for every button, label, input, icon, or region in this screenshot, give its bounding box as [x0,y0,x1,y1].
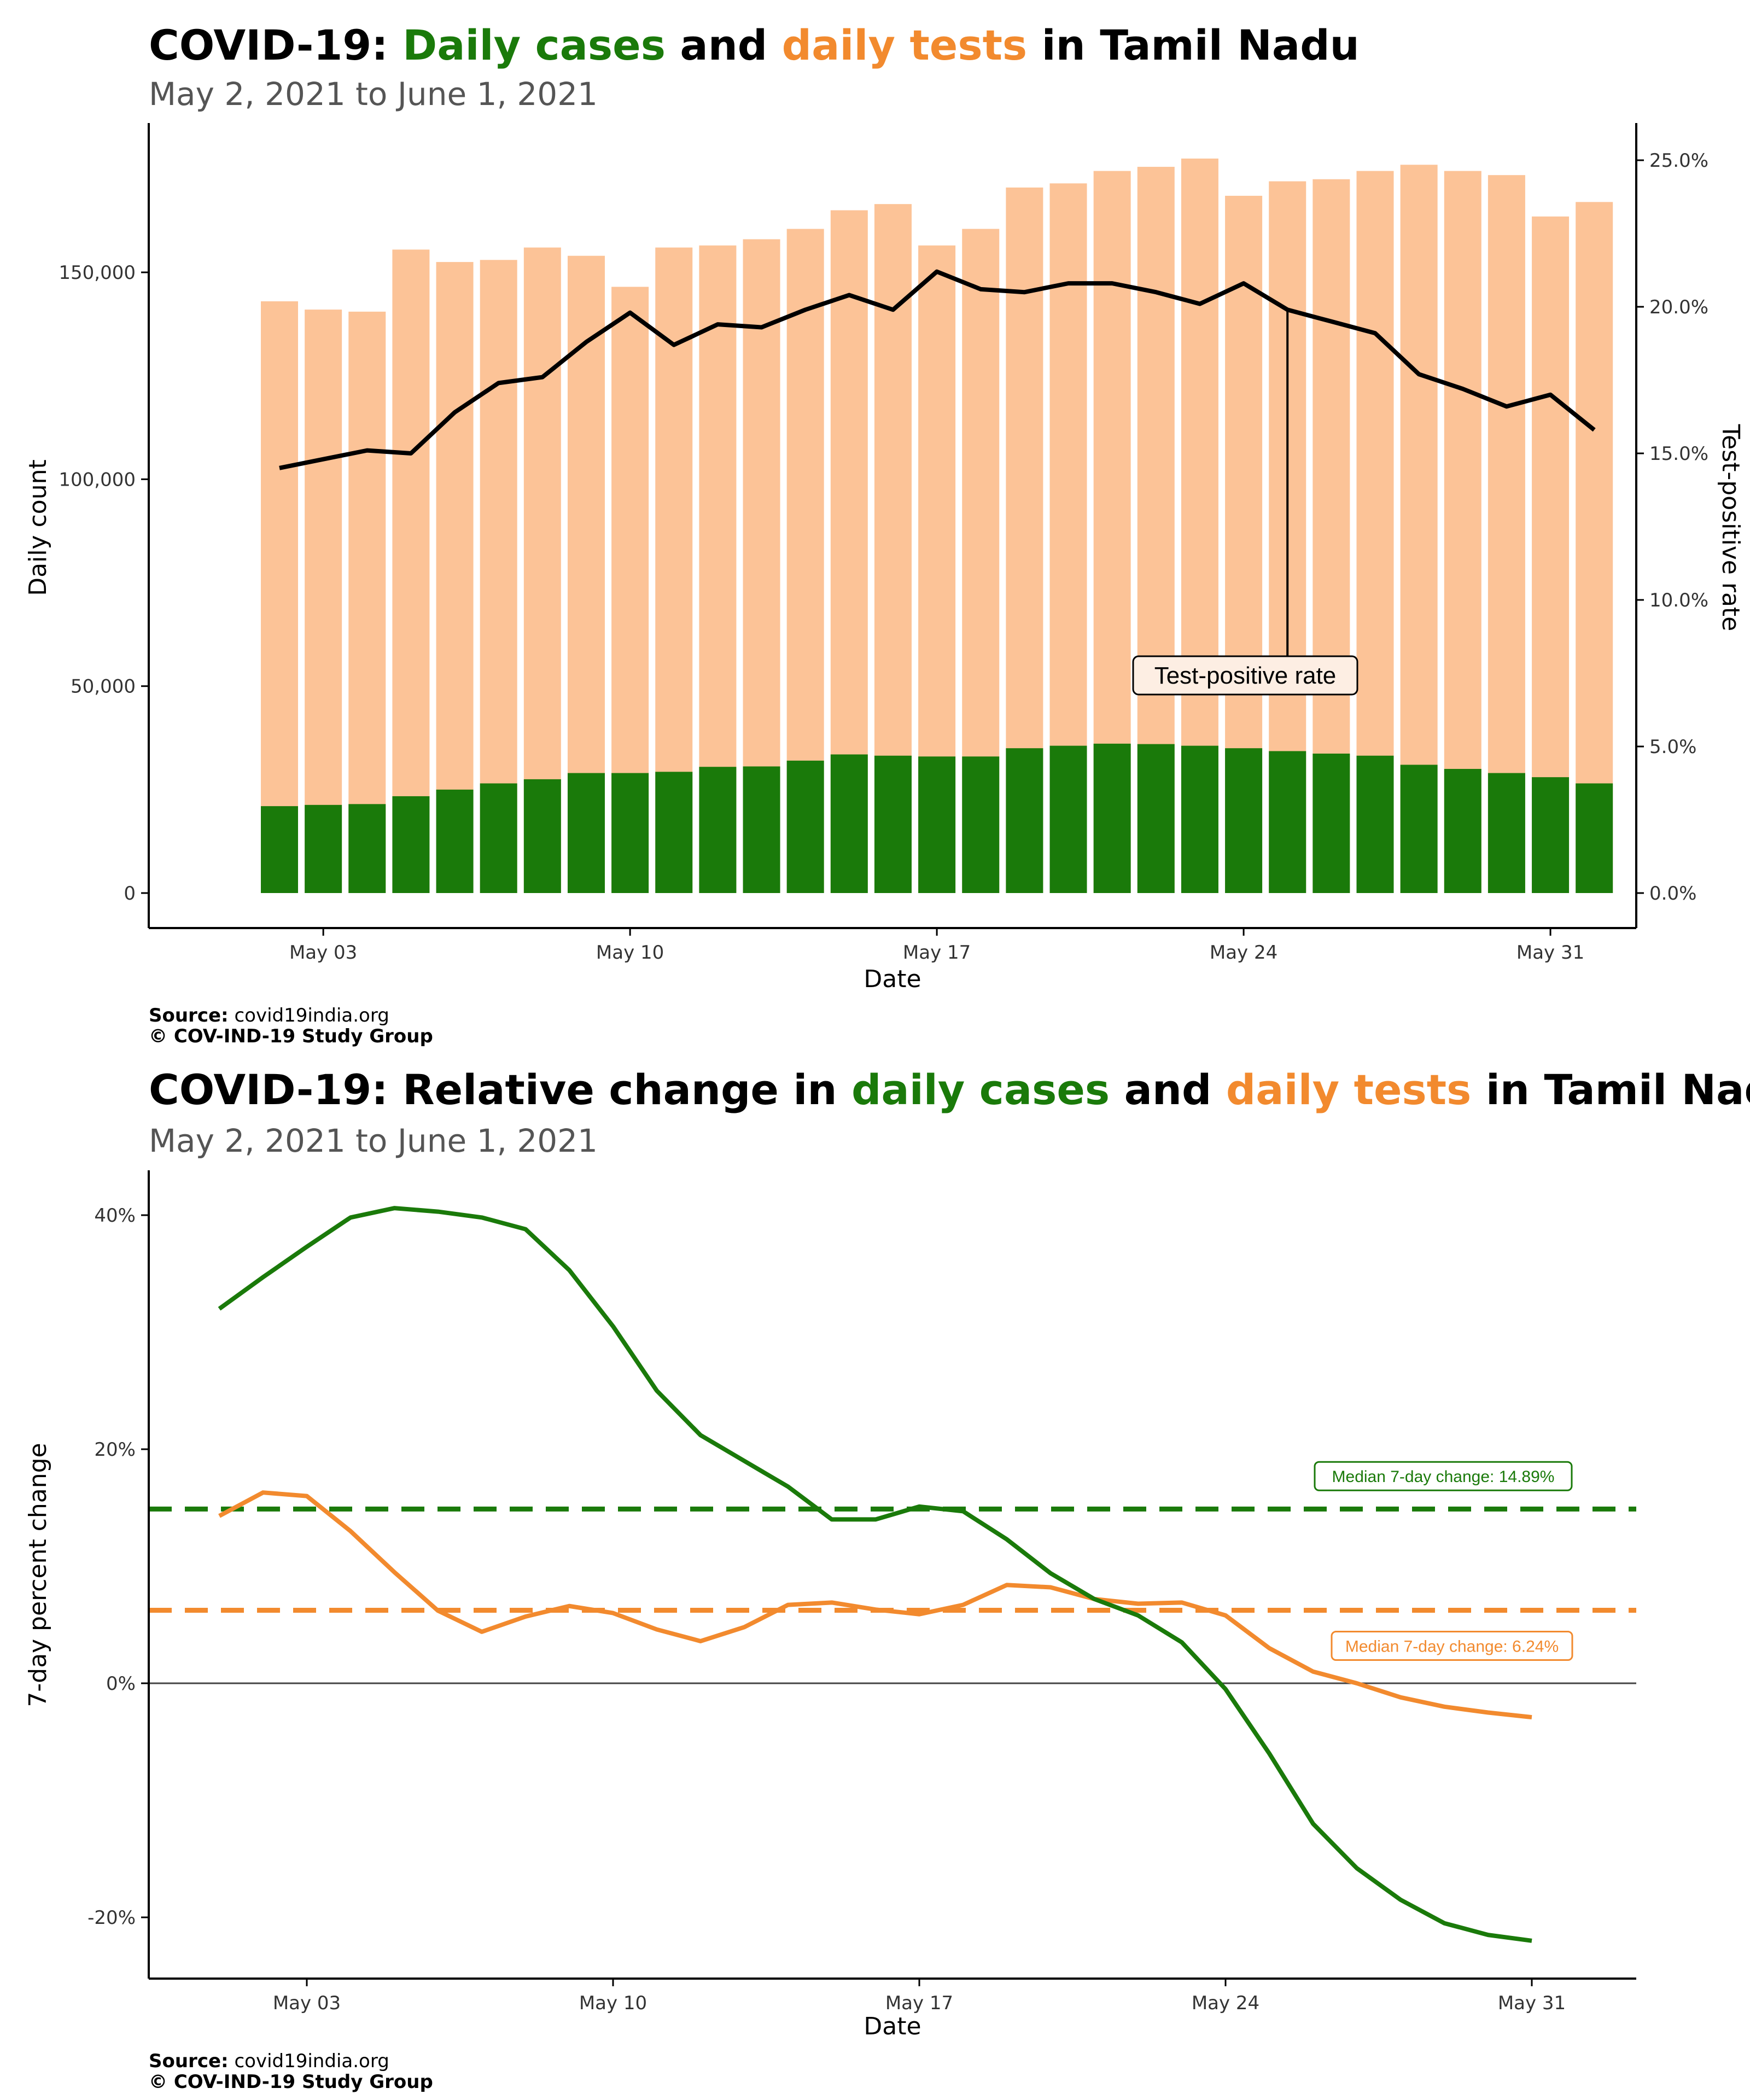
cases-change-line [218,1206,1532,1943]
x-axis-title: Date [864,2012,921,2040]
y-tick-label: 0% [106,1673,136,1695]
tests-bar [348,311,386,894]
chart2-title-prefix: COVID-19: Relative change in [149,1065,837,1114]
cases-bar [962,756,1000,893]
tests-bar [305,310,342,893]
tpr-line [279,269,1596,470]
cases-bar [523,779,561,893]
y-axis-title: Daily count [24,459,52,596]
cases-bar [1576,783,1613,893]
chart2-source-label: Source: [149,2050,229,2072]
cases-bar [830,754,868,893]
cases-bar [392,796,430,893]
x-tick-label: May 10 [579,1992,647,2014]
chart2-svg: Median 7-day change: 14.89% Median 7-day … [24,1170,1636,2040]
cases-bar [611,773,649,893]
chart2-source: Source: covid19india.org © COV-IND-19 St… [149,2051,433,2092]
x-tick-label: May 03 [289,942,357,964]
y2-tick-label: 20.0% [1649,296,1708,318]
chart1-source: Source: covid19india.org © COV-IND-19 St… [149,1005,433,1047]
median-tests-box [1331,1631,1573,1661]
annotation-label: Test-positive rate [1154,662,1337,689]
cases-bar [1312,754,1350,893]
x-axis-title: Date [864,965,921,993]
y2-tick-label: 5.0% [1649,736,1696,758]
chart2-title: COVID-19: Relative change in daily cases… [149,1065,1750,1114]
chart2-subtitle: May 2, 2021 to June 1, 2021 [149,1122,598,1159]
tests-bar [1576,202,1613,893]
x-tick-label: May 24 [1192,1992,1259,2014]
chart2-copyright: © COV-IND-19 Study Group [149,2071,433,2093]
tests-bar [261,301,298,893]
chart2-title-cases: daily cases [851,1065,1110,1114]
y2-axis-title: Test-positive rate [1717,424,1745,631]
chart2-title-tests: daily tests [1226,1065,1472,1114]
y-tick-label: 20% [94,1439,136,1461]
cases-bar [1400,765,1438,893]
cases-bar [786,760,824,893]
cases-bar [1532,777,1570,893]
tests-bar [392,249,430,894]
cases-bar [1488,773,1525,893]
chart1-title-tests: daily tests [781,21,1028,69]
cases-bar [480,783,517,893]
chart2-title-suffix: in Tamil Nadu [1485,1065,1750,1114]
cases-bar [1006,748,1043,893]
chart1-source-label: Source: [149,1005,229,1026]
y2-tick-label: 10.0% [1649,590,1708,611]
cases-bar [1137,744,1175,893]
cases-bar [1356,755,1394,893]
chart1-title: COVID-19: Daily cases and daily tests in… [149,21,1360,69]
median-tests-label: Median 7-day change: 6.24% [1345,1638,1559,1656]
cases-bar [699,767,737,893]
y-tick-label: 50,000 [71,676,136,698]
cases-bar [1444,769,1481,893]
y-tick-label: -20% [88,1907,136,1929]
chart1-svg: Test-positive rate 0 50,000 100,000 150,000 0… [24,123,1745,993]
x-tick-label: May 17 [885,1992,953,2014]
chart1-subtitle: May 2, 2021 to June 1, 2021 [149,75,598,113]
x-tick-label: May 31 [1516,942,1584,964]
y2-tick-label: 15.0% [1649,443,1708,465]
chart1-title-and: and [680,21,768,69]
y-tick-label: 100,000 [59,469,136,491]
tests-bar [436,262,474,893]
y-tick-label: 0 [124,883,136,905]
y2-tick-label: 0.0% [1649,883,1696,905]
cases-bar [436,789,474,893]
chart1-title-prefix: COVID-19: [149,21,388,69]
cases-bar [348,804,386,893]
x-tick-label: May 17 [903,942,971,964]
y-tick-label: 40% [94,1205,136,1227]
chart2-title-and: and [1124,1065,1212,1114]
y-axis-title: 7-day percent change [24,1443,52,1707]
chart1-copyright: © COV-IND-19 Study Group [149,1025,433,1047]
cases-bar [1049,745,1087,893]
chart1-title-suffix: in Tamil Nadu [1041,21,1360,69]
x-tick-label: May 24 [1210,942,1278,964]
x-tick-label: May 03 [273,1992,341,2014]
cases-bar [743,766,780,893]
cases-bar [261,806,298,893]
cases-bar [874,755,912,893]
chart1-title-cases: Daily cases [402,21,666,69]
cases-bar [567,773,605,893]
cases-bar [1269,751,1306,893]
chart2-source-text: covid19india.org [234,2050,389,2072]
x-tick-label: May 10 [596,942,664,964]
cases-bar [1181,745,1218,893]
cases-bar [918,756,956,893]
annotation-box [1132,655,1358,696]
median-cases-box [1314,1461,1573,1491]
y-tick-label: 150,000 [59,262,136,284]
cases-bar [305,804,342,893]
cases-bar [1093,743,1131,893]
cases-bar [1225,748,1263,893]
x-tick-label: May 31 [1498,1992,1566,2014]
chart1-source-text: covid19india.org [234,1005,389,1026]
tests-change-line [218,1490,1532,1720]
y2-tick-label: 25.0% [1649,150,1708,172]
median-cases-label: Median 7-day change: 14.89% [1332,1468,1555,1486]
cases-bar [655,772,693,893]
